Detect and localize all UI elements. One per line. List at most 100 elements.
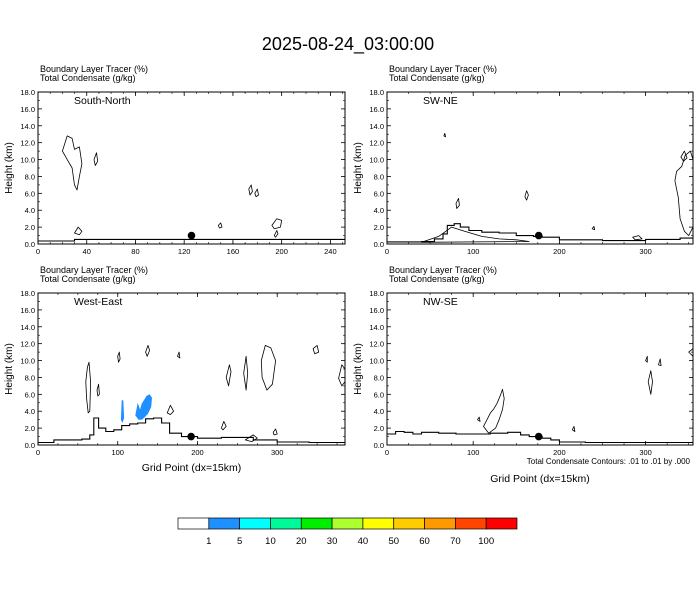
panel-data: [387, 348, 693, 444]
y-tick-label: 18.0: [369, 289, 384, 298]
condensate-contour: [312, 344, 320, 355]
colorbar-swatch: [424, 517, 456, 530]
condensate-contour: [524, 190, 529, 201]
x-tick-label: 120: [178, 247, 191, 256]
y-tick-label: 12.0: [20, 139, 35, 148]
panel-label-condensate: Total Condensate (g/kg): [40, 274, 136, 284]
colorbar-swatch: [485, 517, 518, 530]
condensate-contour: [591, 225, 596, 231]
y-tick-label: 0.0: [25, 441, 35, 450]
condensate-contour: [177, 351, 181, 359]
y-tick-label: 2.0: [374, 424, 384, 433]
x-tick-label: 200: [553, 247, 566, 256]
panel-label-tracer: Boundary Layer Tracer (%): [40, 265, 148, 275]
condensate-contour: [571, 425, 576, 432]
colorbar-swatch: [177, 517, 210, 530]
y-axis-label: Height (km): [4, 343, 15, 395]
plot-frame: [386, 91, 694, 245]
panel-inset-label: South-North: [74, 95, 131, 107]
colorbar-swatch: [393, 517, 425, 530]
condensate-contour: [443, 132, 447, 138]
y-tick-label: 4.0: [374, 407, 384, 416]
condensate-contour: [62, 135, 83, 191]
panel-inset-label: SW-NE: [423, 95, 458, 107]
x-tick-label: 200: [191, 448, 204, 457]
panel-label-condensate: Total Condensate (g/kg): [40, 73, 136, 83]
x-tick-label: 200: [553, 448, 566, 457]
panel-label-condensate: Total Condensate (g/kg): [389, 73, 485, 83]
x-tick-label: 300: [271, 448, 284, 457]
x-tick-label: 300: [639, 448, 652, 457]
condensate-contour: [272, 428, 278, 436]
panel-swne: Boundary Layer Tracer (%)Total Condensat…: [353, 64, 694, 256]
terrain-line: [38, 238, 345, 242]
condensate-contour: [85, 361, 91, 414]
colorbar-label: 20: [296, 536, 307, 547]
y-tick-label: 2.0: [25, 424, 35, 433]
y-tick-label: 6.0: [25, 390, 35, 399]
location-marker: [187, 432, 195, 441]
x-axis-label: Grid Point (dx=15km): [142, 462, 242, 474]
condensate-contour: [477, 416, 481, 422]
x-tick-label: 80: [131, 247, 139, 256]
condensate-contour: [225, 364, 232, 387]
tracer-shaded-region: [120, 400, 125, 423]
terrain-line: [387, 223, 693, 243]
condensate-contour: [421, 226, 530, 243]
y-tick-label: 4.0: [25, 407, 35, 416]
condensate-contour: [645, 355, 648, 363]
location-marker: [187, 231, 196, 240]
condensate-contour: [647, 370, 653, 395]
colorbar-swatch: [362, 517, 395, 530]
condensate-contour: [220, 420, 227, 431]
condensate-contour: [632, 235, 643, 241]
y-tick-label: 18.0: [20, 88, 35, 97]
x-tick-label: 100: [111, 448, 124, 457]
y-tick-label: 8.0: [374, 172, 384, 181]
condensate-contour: [680, 150, 688, 162]
condensate-contour: [93, 152, 99, 166]
x-tick-label: 0: [385, 448, 389, 457]
y-tick-label: 10.0: [20, 357, 35, 366]
y-tick-label: 14.0: [20, 122, 35, 131]
colorbar-swatch: [331, 517, 364, 530]
condensate-contour: [166, 404, 175, 416]
y-tick-label: 10.0: [369, 156, 384, 165]
panel-sn: Boundary Layer Tracer (%)Total Condensat…: [4, 64, 346, 256]
x-tick-label: 0: [36, 448, 40, 457]
colorbar-label: 40: [358, 536, 369, 547]
y-tick-label: 12.0: [20, 340, 35, 349]
x-tick-label: 300: [639, 247, 652, 256]
panel-label-tracer: Boundary Layer Tracer (%): [40, 64, 148, 74]
colorbar-label: 30: [327, 536, 338, 547]
condensate-contour: [254, 188, 259, 198]
y-axis-label: Height (km): [353, 343, 364, 395]
contour-footnote: Total Condensate Contours: .01 to .01 by…: [527, 457, 691, 466]
condensate-contour: [244, 434, 258, 443]
colorbar: 1 5 10 20 30 40 50 60 70 100: [177, 517, 518, 547]
location-marker: [534, 231, 543, 240]
y-tick-label: 12.0: [369, 139, 384, 148]
panel-inset-label: West-East: [74, 296, 122, 308]
panel-inset-label: NW-SE: [423, 296, 458, 308]
condensate-contour: [117, 351, 121, 363]
y-tick-label: 14.0: [20, 323, 35, 332]
colorbar-label: 100: [478, 536, 494, 547]
y-tick-label: 16.0: [20, 105, 35, 114]
condensate-contour: [243, 355, 249, 391]
condensate-contour: [260, 344, 277, 391]
panel-data: [38, 135, 345, 242]
y-tick-label: 2.0: [25, 223, 35, 232]
y-tick-label: 2.0: [374, 223, 384, 232]
y-tick-label: 6.0: [374, 189, 384, 198]
panel-we: Boundary Layer Tracer (%)Total Condensat…: [4, 265, 346, 474]
y-tick-label: 14.0: [369, 122, 384, 131]
plot-frame: [37, 91, 346, 245]
y-tick-label: 10.0: [369, 357, 384, 366]
colorbar-label: 5: [237, 536, 242, 547]
y-tick-label: 4.0: [374, 206, 384, 215]
y-tick-label: 6.0: [374, 390, 384, 399]
colorbar-swatch: [455, 517, 487, 530]
colorbar-label: 70: [450, 536, 461, 547]
